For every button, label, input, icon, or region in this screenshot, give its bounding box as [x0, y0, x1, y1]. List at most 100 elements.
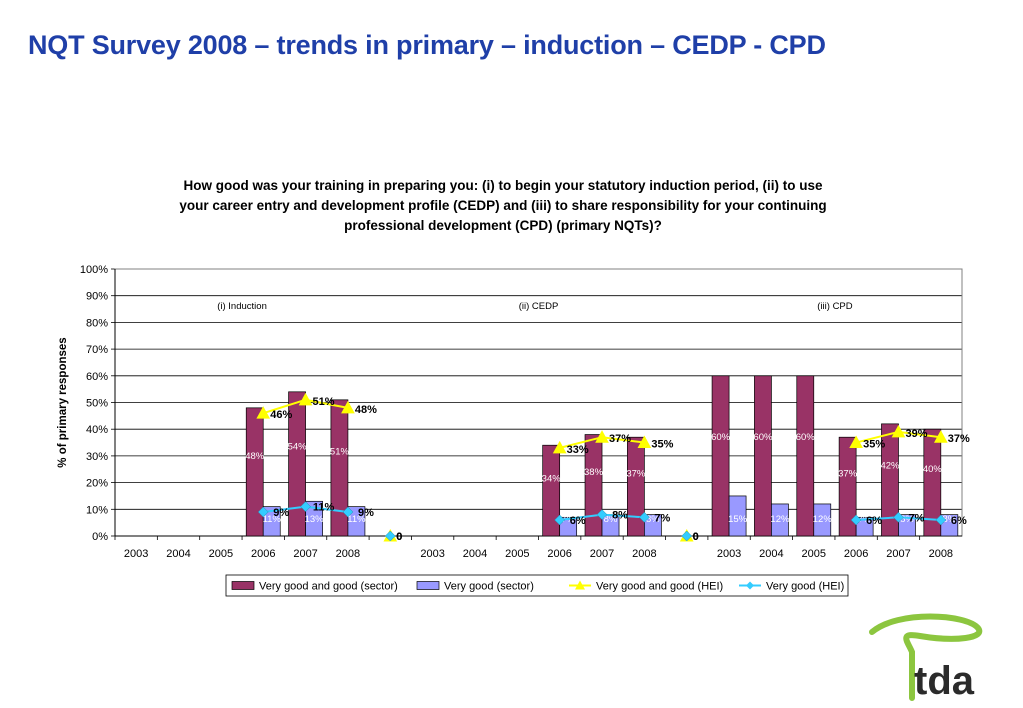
- x-tick-label: 2005: [505, 548, 529, 560]
- bar: [881, 423, 899, 537]
- bar: [754, 375, 772, 537]
- line-data-label: 48%: [355, 404, 377, 416]
- bar: [923, 428, 942, 537]
- line-data-label: 0: [693, 531, 699, 543]
- bar: [262, 506, 281, 537]
- line-marker-triangle: [341, 400, 355, 414]
- bar: [559, 516, 578, 537]
- bar: [813, 503, 832, 537]
- legend-marker: [575, 580, 585, 590]
- bar: [584, 434, 603, 537]
- bar-data-label: 12%: [813, 514, 833, 525]
- x-tick-label: 2003: [124, 548, 148, 560]
- chart: How good was your training in preparing …: [57, 178, 970, 597]
- group-label: (ii) CEDP: [519, 301, 559, 312]
- line-data-label: 0: [396, 531, 402, 543]
- chart-title-line: your career entry and development profil…: [179, 198, 826, 213]
- line-marker-triangle: [891, 424, 906, 438]
- bar-data-label: 60%: [796, 432, 816, 443]
- x-tick-label: 2005: [209, 548, 233, 560]
- bar: [855, 516, 874, 537]
- bar: [898, 514, 916, 537]
- bar-data-label: 54%: [288, 441, 308, 452]
- line-data-label: 33%: [567, 444, 589, 456]
- line-data-label: 0: [396, 531, 402, 543]
- group-label: (iii) CPD: [817, 301, 852, 312]
- line-marker-diamond: [596, 509, 608, 520]
- x-tick-label: 2007: [886, 548, 910, 560]
- y-tick-label: 0%: [92, 531, 108, 543]
- legend: Very good and good (sector) Very good (se…: [225, 574, 849, 597]
- line-data-label: 6%: [951, 515, 967, 527]
- bar: [644, 514, 662, 537]
- legend-label: Very good and good (sector): [259, 581, 398, 593]
- line-marker-diamond: [384, 530, 396, 542]
- line-marker-diamond: [935, 514, 947, 526]
- line-marker-triangle: [298, 392, 313, 406]
- bar: [305, 500, 323, 537]
- line-data-label: 51%: [313, 396, 335, 408]
- line-marker-triangle: [256, 406, 271, 419]
- line-data-label: 6%: [866, 515, 882, 527]
- line-marker-diamond: [850, 514, 862, 526]
- bar: [347, 506, 366, 537]
- x-tick-label: 2007: [590, 548, 614, 560]
- group-label: (i) Induction: [217, 301, 267, 312]
- bar-data-label: 48%: [245, 451, 265, 462]
- bar: [288, 391, 306, 537]
- x-tick-label: 2008: [336, 548, 360, 560]
- y-tick-label: 70%: [86, 344, 108, 356]
- line-data-label: 9%: [358, 507, 374, 519]
- bar-data-label: 11%: [263, 514, 282, 525]
- legend-label: Very good (sector): [444, 581, 534, 593]
- line-data-label: 39%: [905, 428, 927, 440]
- x-tick-label: 2008: [632, 548, 656, 560]
- y-tick-label: 40%: [86, 424, 108, 436]
- bar: [728, 495, 747, 537]
- bar-data-label: 11%: [347, 514, 366, 525]
- x-tick-label: 2004: [166, 548, 190, 560]
- line-marker-diamond: [342, 506, 354, 518]
- line-data-label: 0: [693, 531, 699, 543]
- bar-data-label: 15%: [728, 514, 748, 525]
- line-marker-triangle: [637, 435, 652, 449]
- line-data-label: 8%: [612, 510, 628, 522]
- bar-data-label: 51%: [330, 446, 350, 457]
- bar: [796, 375, 815, 537]
- bar-data-label: 37%: [626, 469, 646, 480]
- bar-data-label: 42%: [880, 461, 900, 472]
- bar: [542, 444, 561, 537]
- y-tick-label: 10%: [86, 504, 108, 516]
- y-tick-label: 60%: [86, 371, 108, 383]
- line-marker-triangle: [595, 430, 609, 443]
- y-axis-label: % of primary responses: [57, 337, 69, 467]
- line-marker-diamond: [639, 511, 650, 523]
- line-data-label: 37%: [948, 433, 970, 445]
- line-marker-triangle: [933, 430, 948, 443]
- bar-data-label: 8%: [900, 514, 914, 525]
- bar: [838, 436, 857, 537]
- x-tick-label: 2003: [420, 548, 444, 560]
- x-tick-label: 2006: [547, 548, 571, 560]
- y-tick-label: 100%: [80, 264, 108, 276]
- bar-data-label: 38%: [584, 467, 604, 478]
- x-tick-label: 2006: [251, 548, 275, 560]
- line-data-label: 9%: [273, 507, 289, 519]
- line-marker-diamond: [257, 506, 269, 518]
- bar-data-label: 12%: [770, 514, 790, 525]
- line-data-label: 7%: [909, 512, 925, 524]
- y-tick-label: 30%: [86, 451, 108, 463]
- legend-label: Very good and good (HEI): [596, 581, 723, 593]
- line-data-label: 37%: [609, 433, 631, 445]
- tda-logo: tda: [869, 613, 983, 702]
- x-tick-label: 2005: [802, 548, 826, 560]
- x-tick-label: 2003: [717, 548, 741, 560]
- slide-title: NQT Survey 2008 – trends in primary – in…: [28, 30, 826, 60]
- x-tick-label: 2004: [463, 548, 487, 560]
- legend-label: Very good (HEI): [766, 581, 844, 593]
- line-marker-diamond: [300, 501, 311, 512]
- line-marker-diamond: [554, 514, 566, 526]
- x-tick-label: 2007: [293, 548, 317, 560]
- bar-data-label: 40%: [923, 464, 943, 475]
- y-tick-label: 80%: [86, 317, 108, 329]
